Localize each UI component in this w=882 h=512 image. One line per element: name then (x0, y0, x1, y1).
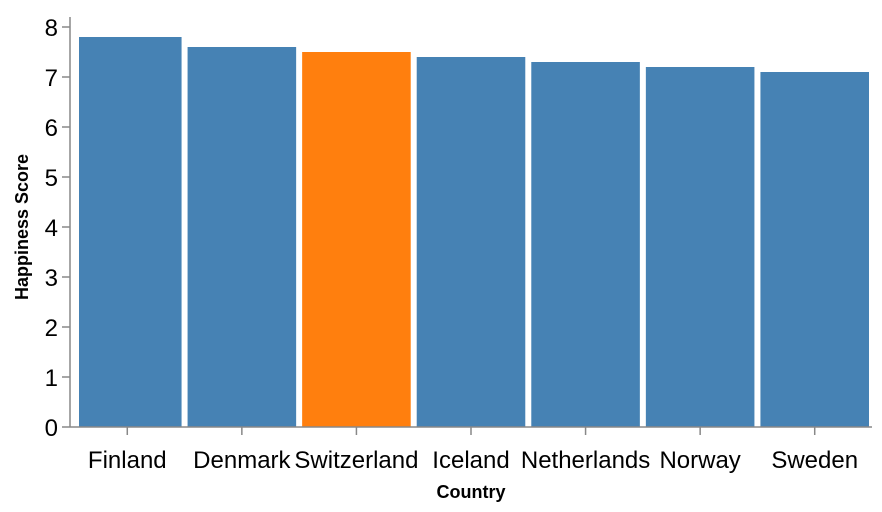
x-tick-label: Finland (88, 447, 167, 474)
bar-sweden (760, 72, 869, 427)
bar-finland (79, 37, 182, 427)
x-axis-title: Country (437, 482, 506, 502)
y-tick-label: 4 (45, 215, 58, 242)
x-tick-label: Denmark (193, 447, 291, 474)
bar-iceland (416, 57, 526, 427)
x-tick-label: Switzerland (294, 447, 418, 474)
y-axis: 0 1 2 3 4 5 6 7 8 (45, 15, 71, 442)
y-tick-label: 0 (45, 415, 58, 442)
x-axis: Finland Denmark Switzerland Iceland Netherla… (70, 426, 872, 474)
bar-netherlands (531, 62, 640, 427)
y-tick-label: 2 (45, 315, 58, 342)
y-tick-label: 8 (45, 15, 58, 42)
y-axis-title: Happiness Score (12, 154, 32, 300)
bar-norway (645, 67, 755, 427)
x-tick-label: Sweden (771, 447, 858, 474)
bar-switzerland (302, 52, 411, 427)
y-tick-label: 1 (45, 365, 58, 392)
bars-layer (79, 37, 869, 427)
y-tick-label: 7 (45, 65, 58, 92)
y-tick-label: 3 (45, 265, 58, 292)
bar-denmark (187, 47, 297, 427)
x-tick-label: Norway (659, 447, 740, 474)
y-tick-label: 6 (45, 115, 58, 142)
x-tick-label: Netherlands (521, 447, 650, 474)
x-tick-label: Iceland (432, 447, 509, 474)
y-tick-label: 5 (45, 165, 58, 192)
